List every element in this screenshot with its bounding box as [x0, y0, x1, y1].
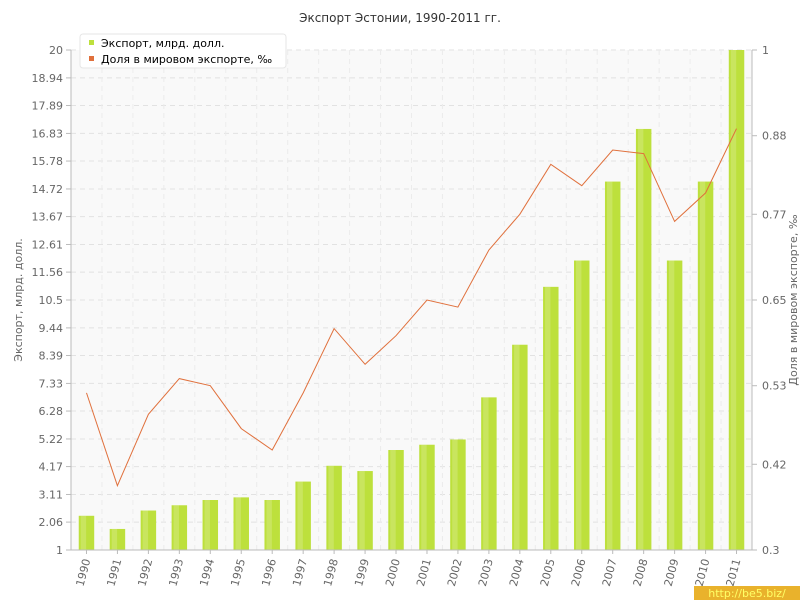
y-tick-label: 8.39 [39, 350, 64, 363]
bar-highlight-1995 [235, 497, 241, 550]
y-tick-label: 4.17 [39, 461, 64, 474]
bar-1995 [233, 497, 249, 550]
y-tick-label: 3.11 [39, 488, 64, 501]
bar-highlight-2008 [637, 128, 644, 550]
share-line [86, 128, 737, 488]
bar-highlight-2009 [668, 260, 675, 550]
bar-highlight-1994 [204, 500, 210, 550]
bar-2008 [635, 128, 652, 550]
bar-highlight-2003 [483, 397, 489, 550]
y-tick-label: 9.44 [39, 322, 64, 335]
y-right-tick-label: 0.42 [762, 458, 787, 471]
y-tick-label: 17.89 [32, 100, 64, 113]
y-tick-label: 11.56 [32, 266, 64, 279]
y-axis-right-ticks: 1 0.88 0.77 0.65 0.53 0.42 0.3 [752, 44, 787, 557]
bar-1999 [357, 471, 373, 550]
bar-1996 [264, 500, 280, 550]
bar-2010 [697, 181, 714, 550]
legend-label-export: Экспорт, млрд. долл. [101, 37, 224, 50]
bar-1991 [109, 528, 126, 550]
bar-highlight-2001 [421, 444, 427, 550]
bar-2000 [388, 450, 404, 550]
bar-highlight-1992 [142, 510, 149, 550]
bar-highlight-2004 [514, 344, 520, 550]
bar-highlight-1990 [80, 515, 87, 550]
bar-highlight-2005 [545, 286, 551, 550]
bar-highlight-1997 [297, 481, 303, 550]
y-axis-left-title: Экспорт, млрд. долл. [12, 238, 25, 361]
y-right-tick-label: 0.88 [762, 130, 787, 143]
bar-2004 [512, 344, 528, 550]
y-tick-label: 14.72 [32, 183, 64, 196]
legend-swatch-share [89, 56, 94, 61]
y-tick-label: 1 [56, 544, 63, 557]
y-right-tick-label: 0.53 [762, 380, 787, 393]
bar-highlight-2006 [576, 260, 582, 550]
y-tick-label: 15.78 [32, 155, 64, 168]
bar-1998 [326, 465, 342, 550]
bar-highlight-2010 [699, 181, 706, 550]
bar-2009 [666, 260, 683, 550]
bar-2007 [604, 181, 621, 550]
y-axis-left-ticks: 20 18.94 17.89 16.83 15.78 14.72 13.67 12.61 11.… [32, 44, 71, 557]
bars [78, 50, 745, 550]
bar-1992 [140, 510, 157, 550]
bar-2001 [419, 444, 435, 550]
y-tick-label: 20 [49, 44, 63, 57]
bar-highlight-2000 [390, 450, 396, 550]
legend-swatch-export [89, 40, 94, 45]
legend-label-share: Доля в мировом экспорте, ‰ [101, 53, 272, 66]
bar-highlight-1999 [359, 471, 365, 550]
y-right-tick-label: 0.77 [762, 208, 787, 221]
y-tick-label: 6.28 [39, 405, 64, 418]
y-tick-label: 12.61 [32, 238, 64, 251]
bar-1993 [171, 505, 188, 550]
bar-2003 [481, 397, 497, 550]
bar-1997 [295, 481, 311, 550]
legend-box [79, 33, 287, 69]
bar-2002 [450, 439, 466, 550]
bar-highlight-2002 [452, 439, 458, 550]
bar-highlight-1998 [328, 465, 334, 550]
y-axis-right-title: Доля в мировом экспорте, ‰ [787, 214, 800, 385]
y-tick-label: 5.22 [39, 433, 64, 446]
y-tick-label: 7.33 [39, 377, 64, 390]
bar-highlight-2011 [730, 50, 737, 550]
y-tick-label: 16.83 [32, 127, 64, 140]
chart-title: Экспорт Эстонии, 1990-2011 гг. [299, 11, 501, 25]
y-tick-label: 13.67 [32, 211, 64, 224]
bar-highlight-1996 [266, 500, 272, 550]
bar-highlight-2007 [606, 181, 613, 550]
watermark-text: http://be5.biz/ [708, 587, 786, 600]
y-tick-label: 10.5 [39, 294, 64, 307]
legend: Экспорт, млрд. долл. Доля в мировом эксп… [79, 33, 287, 69]
y-right-tick-label: 0.3 [762, 544, 780, 557]
bar-1990 [78, 515, 95, 550]
bar-2011 [728, 50, 745, 550]
bar-highlight-1993 [173, 505, 180, 550]
bar-2006 [574, 260, 590, 550]
bar-1994 [202, 500, 219, 550]
y-tick-label: 18.94 [32, 72, 64, 85]
y-right-tick-label: 0.65 [762, 294, 787, 307]
watermark-bg [694, 586, 800, 600]
watermark: http://be5.biz/ [694, 586, 800, 600]
bar-highlight-1991 [111, 528, 118, 550]
y-tick-label: 2.06 [39, 516, 64, 529]
bar-2005 [543, 286, 559, 550]
y-right-tick-label: 1 [762, 44, 769, 57]
